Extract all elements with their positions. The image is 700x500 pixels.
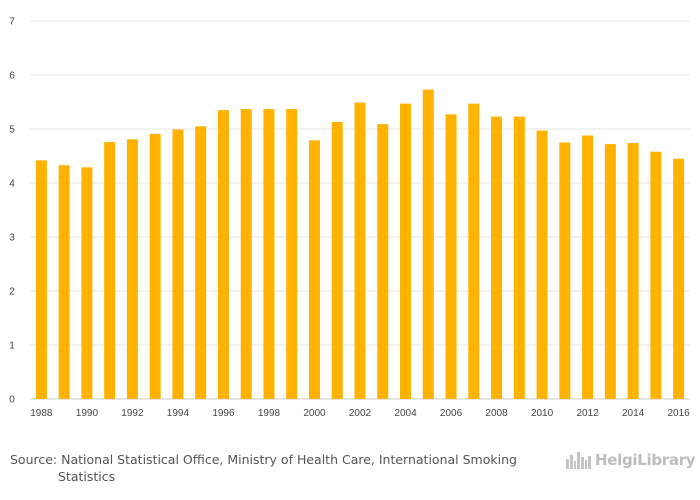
y-tick-label: 1 xyxy=(9,341,15,352)
y-tick-label: 6 xyxy=(9,71,15,82)
source-line-1: Source: National Statistical Office, Min… xyxy=(10,452,517,467)
bar-2000 xyxy=(308,140,320,399)
y-tick-label: 7 xyxy=(9,17,15,28)
logo-text: HelgiLibrary xyxy=(595,451,696,469)
x-tick-label: 1998 xyxy=(258,408,281,419)
bar-chart: 0 1 2 3 4 5 6 7 1988 1990 1992 1994 1996 1998 2000 200… xyxy=(9,17,690,420)
x-tick-label: 2012 xyxy=(576,408,599,419)
x-tick-label: 2016 xyxy=(667,408,690,419)
source-note: Source: National Statistical Office, Min… xyxy=(10,451,550,485)
bar-1992 xyxy=(126,139,138,399)
x-tick-label: 1996 xyxy=(212,408,235,419)
x-tick-label: 1994 xyxy=(167,408,190,419)
x-axis-ticks: 1988 1990 1992 1994 1996 1998 2000 2002 2004 2006… xyxy=(30,408,690,419)
bar-1995 xyxy=(195,126,207,400)
bars xyxy=(35,89,685,400)
bar-2007 xyxy=(468,103,480,400)
x-tick-label: 2002 xyxy=(349,408,372,419)
bar-2008 xyxy=(491,116,503,399)
x-tick-label: 1990 xyxy=(76,408,99,419)
bar-2012 xyxy=(582,135,594,400)
bar-2013 xyxy=(604,144,616,399)
bar-1996 xyxy=(217,110,229,399)
bar-1990 xyxy=(81,167,93,399)
x-tick-label: 1988 xyxy=(30,408,53,419)
bar-2006 xyxy=(445,114,457,400)
x-tick-label: 2006 xyxy=(440,408,463,419)
bar-1993 xyxy=(149,133,161,400)
bar-2002 xyxy=(354,102,366,399)
x-tick-label: 2004 xyxy=(394,408,417,419)
bar-2001 xyxy=(331,121,343,399)
bar-1997 xyxy=(240,109,252,400)
y-tick-label: 2 xyxy=(9,287,15,298)
city-skyline-icon xyxy=(566,452,591,469)
bar-2010 xyxy=(536,130,548,399)
bar-2014 xyxy=(627,143,639,399)
y-tick-label: 0 xyxy=(9,395,15,406)
y-tick-label: 4 xyxy=(9,179,15,190)
bar-2016 xyxy=(673,158,685,399)
x-tick-label: 2008 xyxy=(485,408,508,419)
bar-1991 xyxy=(104,141,116,399)
bar-1999 xyxy=(286,109,298,400)
bar-2011 xyxy=(559,142,571,399)
y-tick-label: 3 xyxy=(9,233,15,244)
x-tick-label: 2010 xyxy=(531,408,554,419)
bar-2005 xyxy=(422,89,434,399)
bar-1994 xyxy=(172,129,184,400)
bar-2009 xyxy=(513,116,525,399)
source-line-2: Statistics xyxy=(58,469,116,484)
x-tick-label: 2014 xyxy=(622,408,645,419)
x-tick-label: 2000 xyxy=(303,408,326,419)
bar-2004 xyxy=(400,103,412,400)
y-tick-label: 5 xyxy=(9,125,15,136)
bar-2003 xyxy=(377,124,389,399)
bar-1989 xyxy=(58,165,70,399)
bar-2015 xyxy=(650,151,662,399)
y-axis-ticks: 0 1 2 3 4 5 6 7 xyxy=(9,17,15,406)
helgilibrary-logo: HelgiLibrary xyxy=(566,450,696,470)
bar-1998 xyxy=(263,109,275,400)
bar-1988 xyxy=(35,160,47,399)
x-tick-label: 1992 xyxy=(121,408,144,419)
